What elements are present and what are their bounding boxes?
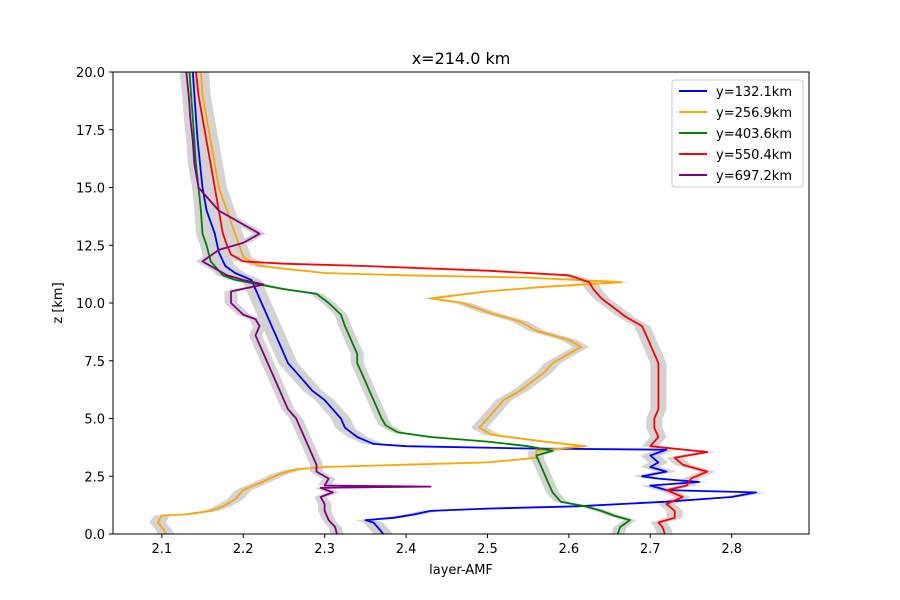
legend: y=132.1km y=256.9km y=403.6km y=550.4km y=69… xyxy=(671,79,804,188)
series-line-3 xyxy=(188,71,631,535)
series-line-5 xyxy=(185,71,432,535)
y-tick-label: 2.5 xyxy=(84,470,105,485)
legend-label: y=550.4km xyxy=(716,148,792,163)
series-lines xyxy=(156,71,757,535)
y-axis-ticks: 0.0 2.5 5.0 7.5 10.0 12.5 15.0 17.5 20.0 xyxy=(76,66,113,543)
y-axis-label: z [km] xyxy=(51,282,66,323)
legend-label: y=256.9km xyxy=(716,106,792,121)
y-tick-label: 15.0 xyxy=(76,182,105,197)
x-tick-label: 2.8 xyxy=(721,542,742,557)
x-tick-label: 2.7 xyxy=(640,542,661,557)
y-tick-label: 7.5 xyxy=(84,355,105,370)
y-tick-label: 17.5 xyxy=(76,124,105,139)
legend-label: y=697.2km xyxy=(716,169,792,184)
x-tick-label: 2.2 xyxy=(233,542,254,557)
x-tick-label: 2.6 xyxy=(559,542,580,557)
series-line-4 xyxy=(195,71,709,535)
legend-label: y=403.6km xyxy=(716,127,792,142)
x-axis-ticks: 2.1 2.2 2.3 2.4 2.5 2.6 2.7 2.8 xyxy=(151,534,742,557)
y-tick-label: 5.0 xyxy=(84,413,105,428)
x-tick-label: 2.1 xyxy=(151,542,172,557)
uncertainty-band-4 xyxy=(187,72,716,534)
y-tick-label: 0.0 xyxy=(84,528,105,543)
chart-title: x=214.0 km xyxy=(412,49,511,68)
legend-label: y=132.1km xyxy=(716,85,792,100)
series-line-1 xyxy=(191,71,757,535)
x-tick-label: 2.4 xyxy=(396,542,417,557)
y-tick-label: 20.0 xyxy=(76,66,105,81)
x-tick-label: 2.3 xyxy=(314,542,335,557)
y-tick-label: 12.5 xyxy=(76,239,105,254)
y-tick-label: 10.0 xyxy=(76,297,105,312)
x-axis-label: layer-AMF xyxy=(429,563,493,578)
x-tick-label: 2.5 xyxy=(477,542,498,557)
series-line-2 xyxy=(156,71,623,535)
legend-box xyxy=(671,79,804,188)
